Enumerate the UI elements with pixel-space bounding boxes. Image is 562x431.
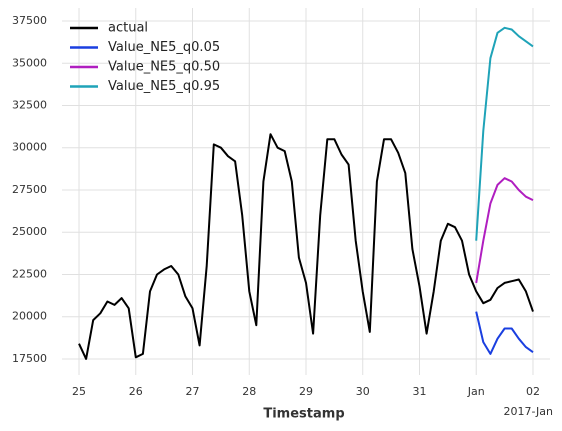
x-tick-label: Jan xyxy=(467,385,485,398)
x-tick-label: 29 xyxy=(299,385,313,398)
data-line xyxy=(78,133,534,360)
y-tick-label: 20000 xyxy=(12,310,47,323)
y-tick-label: 35000 xyxy=(12,56,47,69)
x-tick-label: 25 xyxy=(72,385,86,398)
y-tick-label: 37500 xyxy=(12,14,47,27)
legend-label: Value_NE5_q0.95 xyxy=(108,79,220,94)
y-tick-label: 32500 xyxy=(12,98,47,111)
x-tick-label: 31 xyxy=(412,385,426,398)
x-tick-label: 28 xyxy=(242,385,256,398)
data-line xyxy=(475,177,534,284)
y-tick-label: 27500 xyxy=(12,183,47,196)
legend-label: Value_NE5_q0.50 xyxy=(108,60,220,75)
x-offset-label: 2017-Jan xyxy=(503,405,553,418)
data-line xyxy=(475,26,534,241)
legend-label: Value_NE5_q0.05 xyxy=(108,40,220,55)
x-tick-label: 26 xyxy=(129,385,143,398)
x-axis-label: Timestamp xyxy=(263,407,344,422)
legend-label: actual xyxy=(108,21,148,36)
x-tick-label: 27 xyxy=(186,385,200,398)
y-tick-label: 22500 xyxy=(12,267,47,280)
x-tick-label: 30 xyxy=(356,385,370,398)
y-tick-label: 17500 xyxy=(12,352,47,365)
data-line xyxy=(475,311,534,355)
x-tick-label: 02 xyxy=(526,385,540,398)
y-tick-label: 25000 xyxy=(12,225,47,238)
y-tick-label: 30000 xyxy=(12,141,47,154)
